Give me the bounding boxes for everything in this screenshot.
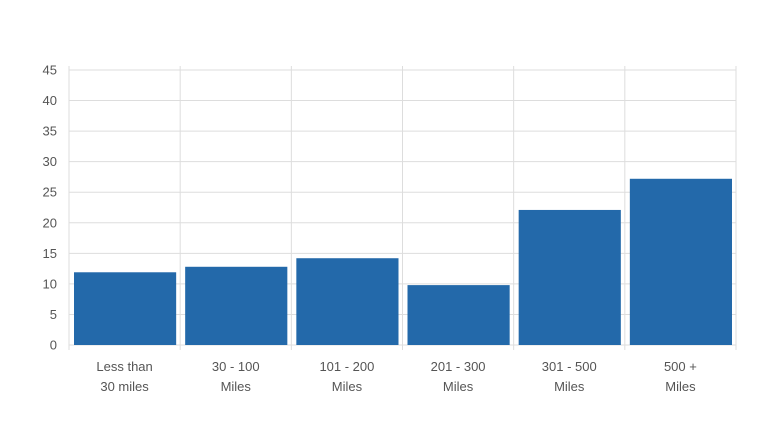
x-tick-label: 201 - 300 [431,359,486,374]
y-tick-label: 0 [50,338,57,353]
y-tick-label: 25 [43,185,57,200]
x-tick-label: Miles [554,379,585,394]
x-tick-label: Miles [332,379,363,394]
x-axis: Less than 30 miles 30 - 100 Miles 101 - 200 M… [96,359,696,394]
bar-5 [518,209,621,345]
bar-3 [296,258,399,345]
x-tick-label: 301 - 500 [542,359,597,374]
bar-4 [407,285,510,345]
y-tick-label: 35 [43,124,57,139]
x-tick-label: Less than [96,359,152,374]
y-tick-label: 40 [43,93,57,108]
bar-1 [74,272,177,345]
bar-layer [74,178,732,345]
x-tick-label: Miles [443,379,474,394]
bar-6 [629,178,732,345]
x-tick-label: 30 miles [100,379,149,394]
x-tick-label: 500 + [664,359,697,374]
bar-2 [185,266,288,345]
x-tick-label: 30 - 100 [212,359,260,374]
y-tick-label: 30 [43,154,57,169]
x-tick-label: Miles [665,379,696,394]
y-axis: 0 5 10 15 20 25 30 35 40 45 [43,63,57,353]
x-tick-label: 101 - 200 [319,359,374,374]
grid-layer [68,66,737,350]
x-tick-label: Miles [221,379,252,394]
y-tick-label: 10 [43,276,57,291]
y-tick-label: 20 [43,215,57,230]
y-tick-label: 15 [43,246,57,261]
y-tick-label: 5 [50,307,57,322]
y-tick-label: 45 [43,63,57,78]
